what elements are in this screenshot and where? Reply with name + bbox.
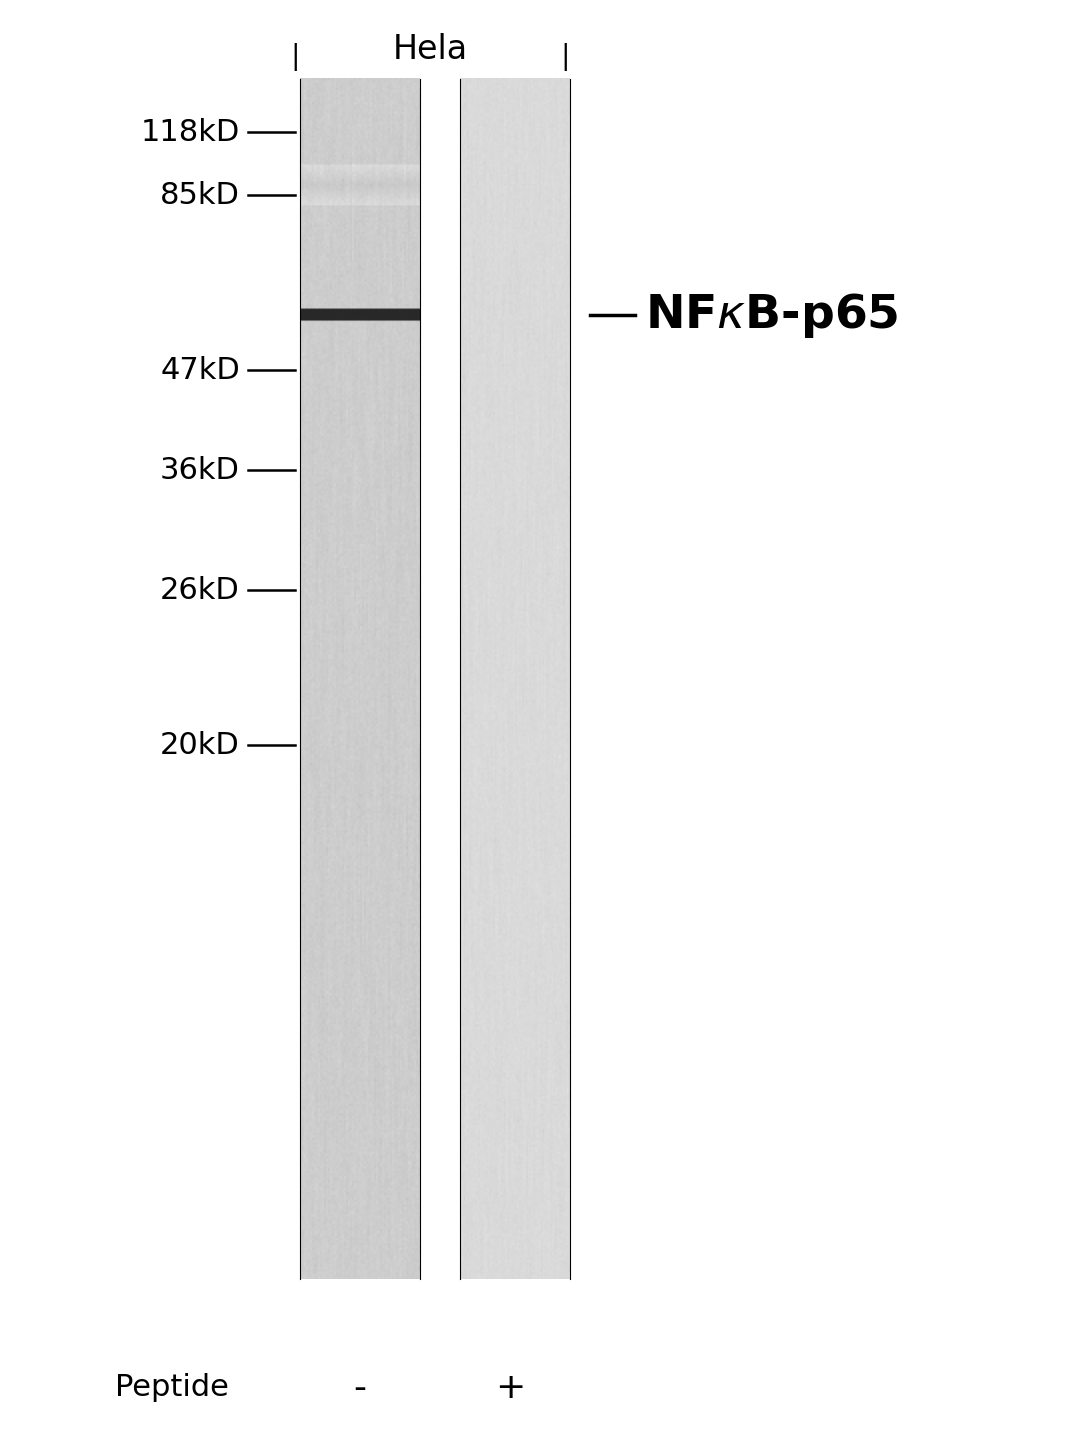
Text: 26kD: 26kD [160, 576, 240, 604]
Text: 47kD: 47kD [160, 356, 240, 384]
Text: +: + [495, 1370, 525, 1405]
Text: 118kD: 118kD [140, 117, 240, 147]
Text: -: - [353, 1370, 366, 1405]
Text: |: | [561, 43, 570, 70]
Text: |: | [291, 43, 300, 70]
Text: 20kD: 20kD [160, 730, 240, 759]
Text: Hela: Hela [392, 33, 468, 66]
Text: NF$\kappa$B-p65: NF$\kappa$B-p65 [645, 290, 899, 340]
Text: 85kD: 85kD [160, 180, 240, 210]
Text: Peptide: Peptide [114, 1373, 229, 1402]
Text: 36kD: 36kD [160, 456, 240, 484]
